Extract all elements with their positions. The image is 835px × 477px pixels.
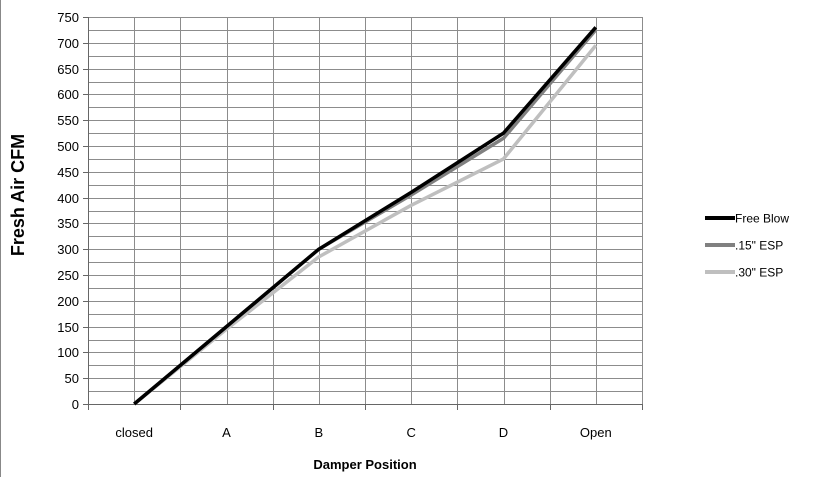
y-tick-label: 750 (57, 10, 79, 25)
series-line (133, 26, 598, 406)
legend-label: .15" ESP (735, 239, 783, 253)
y-tick-label: 400 (57, 191, 79, 206)
y-tick-label: 50 (65, 371, 79, 386)
axes (83, 17, 643, 410)
x-tick-label: A (222, 425, 231, 440)
y-tick-label: 450 (57, 165, 79, 180)
x-tick-label: Open (580, 425, 612, 440)
x-tick-label: closed (115, 425, 153, 440)
y-tick-label: 300 (57, 242, 79, 257)
y-tick-label: 700 (57, 36, 79, 51)
legend-label: Free Blow (735, 212, 789, 226)
series-lines (133, 26, 598, 406)
legend-label: .30" ESP (735, 266, 783, 280)
y-tick-label: 500 (57, 139, 79, 154)
y-tick-label: 0 (72, 397, 79, 412)
y-tick-label: 650 (57, 62, 79, 77)
x-tick-label: C (406, 425, 415, 440)
y-tick-label: 250 (57, 268, 79, 283)
y-axis-title: Fresh Air CFM (8, 134, 28, 256)
x-tick-label: D (499, 425, 508, 440)
y-tick-label: 600 (57, 87, 79, 102)
tick-labels: 0 50 100 150 200 250 300 350 400 450 500 550 600 650 7… (57, 10, 611, 440)
y-tick-label: 150 (57, 320, 79, 335)
x-tick-label: B (314, 425, 323, 440)
y-tick-label: 350 (57, 216, 79, 231)
y-tick-label: 100 (57, 345, 79, 360)
y-tick-label: 550 (57, 113, 79, 128)
y-tick-label: 200 (57, 294, 79, 309)
legend: Free Blow .15" ESP .30" ESP (705, 212, 789, 280)
x-axis-title: Damper Position (313, 457, 416, 472)
gridlines (88, 17, 643, 405)
